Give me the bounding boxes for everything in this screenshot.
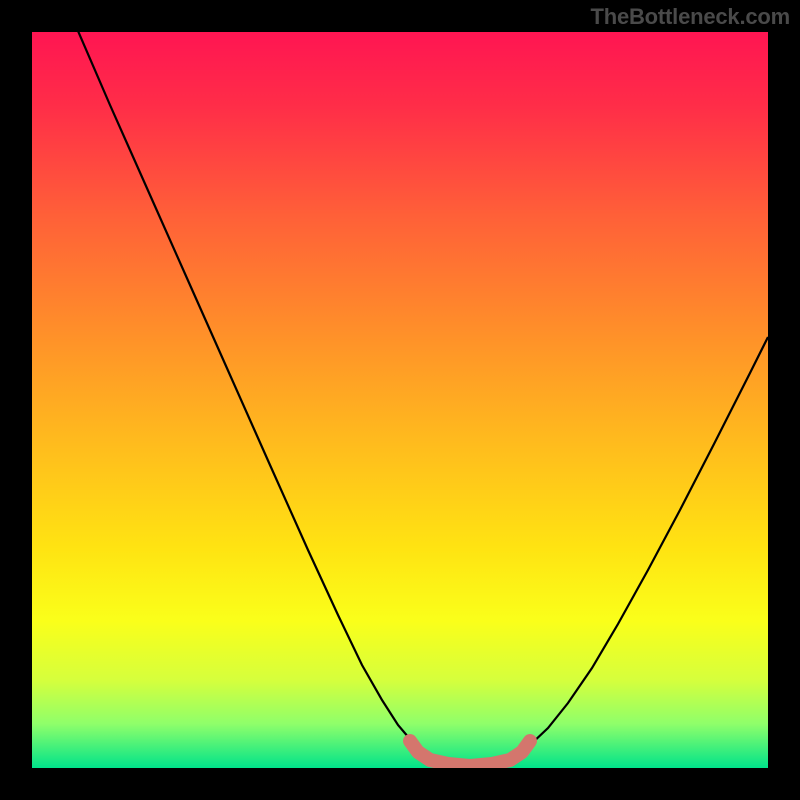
chart-container: TheBottleneck.com: [0, 0, 800, 800]
attribution-label: TheBottleneck.com: [590, 4, 790, 30]
plot-background: [32, 32, 768, 768]
bottleneck-curve-chart: [0, 0, 800, 800]
